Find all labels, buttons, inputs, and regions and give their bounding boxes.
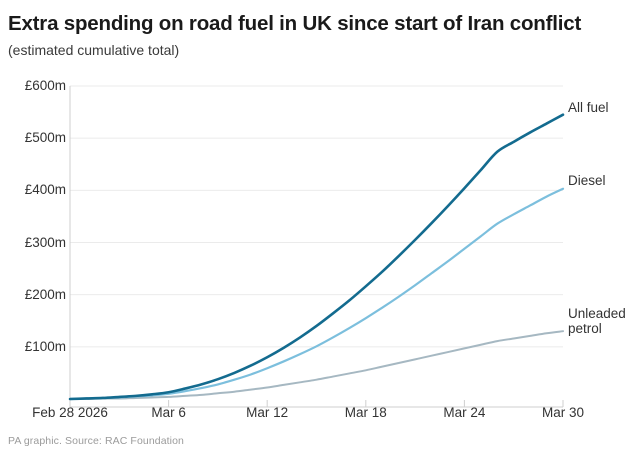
series-line-diesel <box>68 187 565 401</box>
series-label-all-fuel: All fuel <box>568 100 609 115</box>
x-tick-label: Feb 28 2026 <box>32 405 108 420</box>
x-tick-label: Mar 24 <box>443 405 486 420</box>
y-tick-label: £600m <box>24 78 66 93</box>
y-axis-labels: £100m £200m £300m £400m £500m £600m <box>4 0 66 463</box>
x-tick-label: Mar 6 <box>151 405 186 420</box>
x-tick-label: Mar 18 <box>344 405 387 420</box>
chart-subtitle: (estimated cumulative total) <box>8 42 180 58</box>
series-label-diesel: Diesel <box>568 173 606 188</box>
y-tick-label: £400m <box>24 182 66 198</box>
series-label-unleaded-petrol: Unleaded petrol <box>568 306 626 336</box>
series-line-unleaded-petrol <box>69 330 564 401</box>
x-tick-label: Mar 12 <box>246 405 289 420</box>
chart-title: Extra spending on road fuel in UK since … <box>8 12 582 35</box>
y-tick-label: £200m <box>24 286 66 302</box>
x-tick-label: Mar 30 <box>541 405 585 420</box>
y-tick-label: £500m <box>24 130 66 146</box>
y-tick-label: £300m <box>24 234 66 250</box>
chart-source-credit: PA graphic. Source: RAC Foundation <box>8 435 184 447</box>
y-tick-label: £100m <box>24 338 66 354</box>
series-line-all-fuel <box>68 113 565 401</box>
